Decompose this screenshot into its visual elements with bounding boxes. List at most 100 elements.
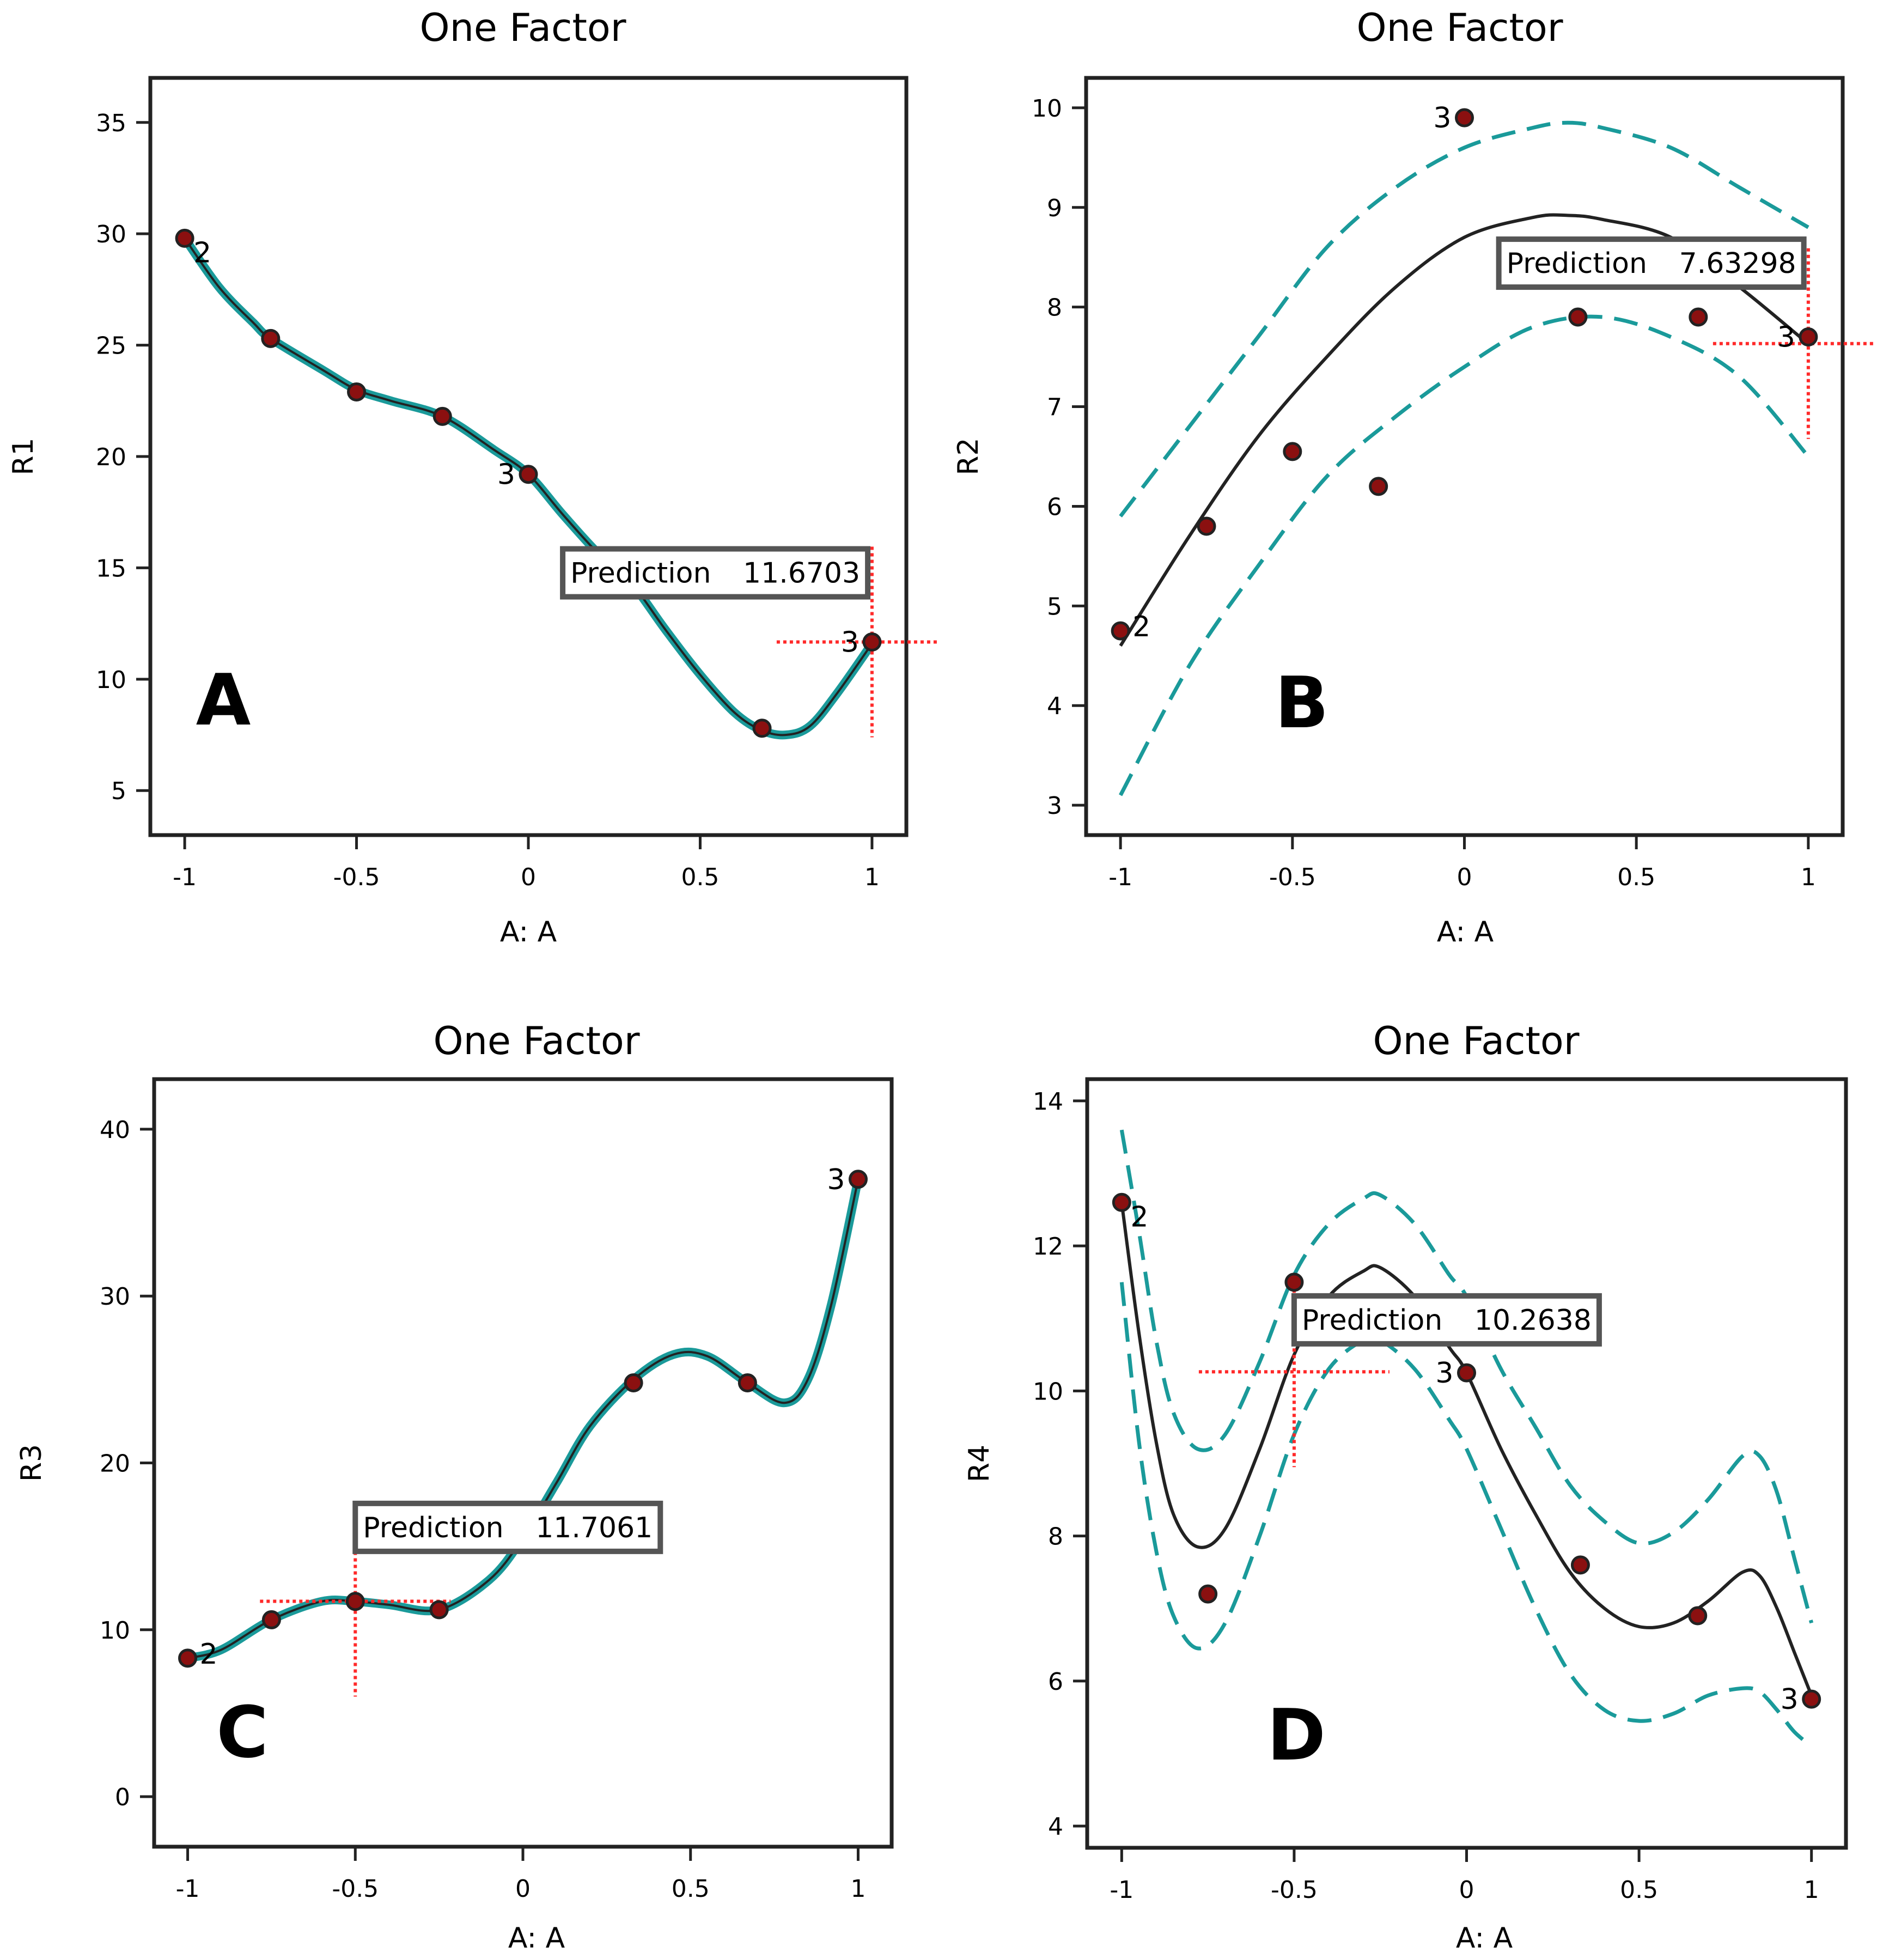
panel-letter: C — [216, 1691, 268, 1774]
chart-title: One Factor — [1356, 5, 1563, 50]
y-tick-label: 20 — [96, 443, 126, 471]
y-tick-label: 20 — [100, 1450, 130, 1478]
x-axis: -1 -0.5 0 0.5 1 — [1108, 835, 1816, 891]
prediction-label: Prediction — [363, 1512, 503, 1544]
plot-frame — [1085, 1077, 1848, 1850]
data-point — [1455, 108, 1474, 127]
y-axis: 0 10 20 30 40 — [100, 1116, 154, 1811]
data-point — [1457, 1363, 1476, 1383]
point-count-label: 3 — [1777, 321, 1795, 354]
data-point — [1283, 442, 1302, 461]
y-tick-label: 25 — [96, 332, 126, 360]
x-axis: -1 -0.5 0 0.5 1 — [173, 835, 880, 891]
point-count-label: 3 — [827, 1164, 845, 1196]
prediction-box-frame — [1291, 1293, 1602, 1347]
y-axis: 5 10 15 20 25 30 35 — [96, 109, 150, 805]
point-count-label: 3 — [1781, 1683, 1799, 1716]
panel-letter: A — [196, 659, 251, 741]
point-count-label: 2 — [200, 1638, 218, 1671]
data-point — [1369, 477, 1388, 496]
point-count-label: 3 — [1433, 102, 1451, 135]
chart-title: One Factor — [1373, 1019, 1579, 1063]
x-tick-label: -1 — [173, 863, 197, 891]
data-point — [1802, 1689, 1821, 1709]
y-tick-label: 7 — [1047, 394, 1062, 422]
data-point — [1570, 1555, 1590, 1575]
prediction-box-frame — [1496, 236, 1807, 290]
x-axis-label: A: A — [508, 1922, 565, 1955]
x-tick-label: 0 — [1459, 1876, 1474, 1904]
panel-d: One Factor 4 6 8 10 12 14 -1 -0.5 0 0.5 1 A: A R4… — [963, 1019, 1848, 1955]
x-tick-label: 0.5 — [1620, 1876, 1658, 1904]
y-tick-label: 30 — [100, 1283, 130, 1311]
y-tick-label: 8 — [1047, 294, 1062, 322]
data-point — [1111, 621, 1130, 641]
data-point — [862, 632, 882, 652]
panel-c: One Factor 0 10 20 30 40 -1 -0.5 0 0.5 1 A: A R3… — [15, 1019, 894, 1955]
design-points — [175, 228, 882, 738]
chart-title: One Factor — [433, 1019, 639, 1063]
data-point — [1284, 1273, 1304, 1292]
point-count-labels: 2 3 3 — [1132, 102, 1795, 643]
x-tick-label: -0.5 — [332, 1875, 379, 1903]
panel-letter: D — [1267, 1694, 1326, 1776]
panel-letter: B — [1275, 661, 1329, 744]
y-tick-label: 15 — [96, 555, 126, 582]
y-tick-label: 35 — [96, 109, 126, 137]
y-axis: 4 6 8 10 12 14 — [1033, 1088, 1087, 1841]
y-axis-label: R1 — [7, 437, 40, 475]
prediction-box-frame — [560, 546, 871, 600]
data-point — [1688, 1606, 1708, 1626]
y-tick-label: 8 — [1048, 1523, 1063, 1551]
y-axis-label: R3 — [15, 1444, 48, 1482]
point-count-labels: 2 3 3 — [1130, 1201, 1798, 1716]
fit-curve-shadow — [180, 234, 876, 740]
ci-lower-curve — [1119, 1282, 1813, 1748]
data-point — [261, 328, 281, 348]
data-point — [345, 1592, 365, 1611]
y-tick-label: 4 — [1048, 1813, 1063, 1841]
y-tick-label: 30 — [96, 221, 126, 248]
data-point — [261, 1610, 281, 1629]
x-tick-label: 0 — [521, 863, 536, 891]
data-point — [429, 1600, 449, 1620]
x-axis-label: A: A — [1456, 1922, 1513, 1955]
x-tick-label: -0.5 — [1271, 1876, 1318, 1904]
y-axis-label: R2 — [952, 437, 985, 475]
fit-curve — [184, 238, 873, 736]
prediction-crosshair — [260, 1506, 451, 1697]
y-tick-label: 40 — [100, 1116, 130, 1144]
x-tick-label: -1 — [1108, 863, 1132, 891]
prediction-box: Prediction 7.63298 — [1496, 236, 1807, 290]
x-axis: -1 -0.5 0 0.5 1 — [176, 1847, 866, 1903]
panel-b: One Factor 3 4 5 6 7 8 9 10 -1 -0.5 0 0.5 1 A: A R2… — [952, 5, 1875, 948]
prediction-label: Prediction — [570, 557, 711, 590]
prediction-box-frame — [352, 1500, 663, 1554]
y-axis-label: R4 — [963, 1445, 996, 1482]
data-point — [347, 382, 367, 401]
x-tick-label: 0 — [1457, 863, 1472, 891]
prediction-label: Prediction — [1302, 1304, 1442, 1337]
prediction-value: 11.7061 — [535, 1512, 653, 1544]
panel-a: One Factor 5 10 15 20 25 30 35 -1 -0.5 0 0.5 1 A: … — [7, 5, 939, 948]
data-point — [1568, 307, 1588, 327]
data-point — [1112, 1192, 1131, 1212]
point-count-label: 2 — [1130, 1201, 1148, 1233]
fit-curve — [187, 1179, 860, 1659]
y-tick-label: 10 — [1033, 1378, 1063, 1405]
design-points — [178, 1170, 868, 1668]
data-point — [178, 1648, 198, 1668]
prediction-box: Prediction 10.2638 — [1291, 1293, 1602, 1347]
y-tick-label: 10 — [100, 1617, 130, 1645]
y-tick-label: 3 — [1047, 792, 1062, 820]
design-points — [1112, 1192, 1821, 1709]
data-point — [752, 719, 772, 738]
data-point — [624, 1373, 643, 1392]
data-point — [1799, 327, 1818, 347]
x-tick-label: -1 — [1110, 1876, 1134, 1904]
ci-lower-curve — [1119, 314, 1810, 796]
point-count-labels: 2 3 3 — [193, 236, 859, 659]
y-tick-label: 5 — [1047, 593, 1062, 620]
data-point — [519, 465, 538, 484]
